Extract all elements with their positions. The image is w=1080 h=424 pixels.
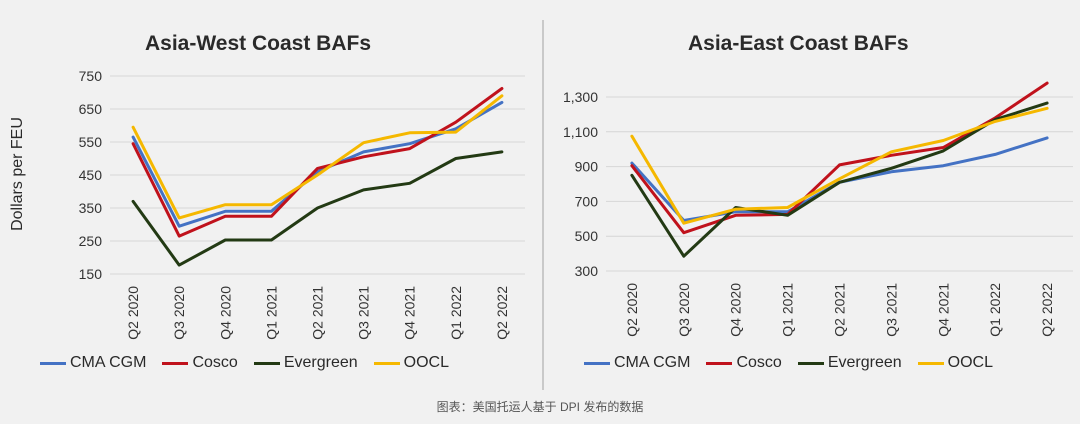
x-tick-label: Q3 2020 — [676, 283, 692, 337]
x-tick-label: Q4 2021 — [935, 283, 951, 337]
west-coast-plot: 150 250 350 450 550 650 750 Q2 2020 Q3 2020 Q4 20… — [79, 68, 525, 340]
legend-swatch — [253, 361, 280, 365]
x-tick-label: Q4 2020 — [728, 283, 744, 337]
legend: CMA CGM Cosco Evergreen OOCL — [40, 354, 465, 372]
y-tick-label: 150 — [79, 266, 103, 282]
y-tick-label: 250 — [79, 233, 103, 249]
series-line-evergreen — [630, 101, 1049, 258]
legend-label: Evergreen — [283, 354, 358, 371]
legend-item-evergreen: Evergreen — [797, 354, 902, 372]
x-tick-label: Q2 2021 — [310, 286, 326, 340]
chart-title: Asia-East Coast BAFs — [688, 32, 909, 55]
west-coast-chart: Asia-West Coast BAFs Dollars per FEU 150… — [0, 0, 540, 395]
legend-label: Cosco — [736, 354, 782, 371]
legend-swatch — [40, 361, 66, 365]
x-tick-label: Q1 2022 — [448, 286, 464, 340]
east-coast-plot: 300 500 700 900 1,100 1,300 Q2 2020 Q3 2020 Q4 2… — [563, 81, 1073, 337]
legend-swatch — [706, 361, 733, 365]
legend-label: CMA CGM — [70, 354, 147, 371]
figure-caption: 图表：美国托运人基于 DPI 发布的数据 — [436, 400, 644, 414]
legend-swatch — [162, 361, 189, 365]
y-tick-label: 500 — [575, 228, 599, 244]
legend-item-oocl: OOCL — [917, 354, 993, 372]
y-tick-label: 700 — [575, 193, 599, 209]
legend: CMA CGM Cosco Evergreen OOCL — [584, 354, 1009, 372]
x-tick-label: Q4 2021 — [402, 286, 418, 340]
y-tick-label: 900 — [575, 159, 599, 175]
east-coast-chart: Asia-East Coast BAFs 300 500 700 900 1,100 1,… — [548, 0, 1080, 395]
panel-divider — [542, 20, 544, 390]
x-tick-label: Q1 2022 — [987, 283, 1003, 337]
y-tick-label: 650 — [79, 101, 103, 117]
chart-title: Asia-West Coast BAFs — [145, 32, 371, 55]
x-tick-label: Q4 2020 — [217, 286, 233, 340]
x-tick-label: Q2 2021 — [832, 283, 848, 337]
x-tick-label: Q1 2021 — [263, 286, 279, 340]
y-tick-label: 550 — [79, 134, 103, 150]
legend-swatch — [373, 361, 400, 365]
legend-label: OOCL — [403, 354, 449, 371]
y-tick-label: 300 — [575, 263, 599, 279]
x-tick-label: Q2 2022 — [1039, 283, 1055, 337]
legend-label: Evergreen — [827, 354, 902, 371]
legend-label: OOCL — [947, 354, 993, 371]
legend-item-evergreen: Evergreen — [253, 354, 358, 372]
legend-item-cma-cgm: CMA CGM — [584, 354, 690, 372]
series-line-oocl — [630, 106, 1049, 225]
y-tick-label: 350 — [79, 200, 103, 216]
legend-label: CMA CGM — [614, 354, 691, 371]
legend-item-cosco: Cosco — [162, 354, 238, 372]
series-line-evergreen — [131, 150, 504, 267]
x-tick-label: Q2 2022 — [494, 286, 510, 340]
x-tick-label: Q2 2020 — [624, 283, 640, 337]
legend-swatch — [797, 361, 824, 365]
legend-swatch — [584, 361, 610, 365]
legend-label: Cosco — [192, 354, 238, 371]
y-tick-label: 450 — [79, 167, 103, 183]
y-tick-label: 1,100 — [563, 124, 598, 140]
legend-item-oocl: OOCL — [373, 354, 449, 372]
y-tick-label: 750 — [79, 68, 103, 84]
series-line-oocl — [131, 94, 504, 220]
x-tick-label: Q1 2021 — [780, 283, 796, 337]
x-tick-label: Q3 2021 — [883, 283, 899, 337]
legend-swatch — [917, 361, 944, 365]
y-tick-label: 1,300 — [563, 89, 598, 105]
legend-item-cosco: Cosco — [706, 354, 782, 372]
x-tick-label: Q2 2020 — [125, 286, 141, 340]
x-tick-label: Q3 2021 — [356, 286, 372, 340]
x-tick-label: Q3 2020 — [171, 286, 187, 340]
legend-item-cma-cgm: CMA CGM — [40, 354, 146, 372]
